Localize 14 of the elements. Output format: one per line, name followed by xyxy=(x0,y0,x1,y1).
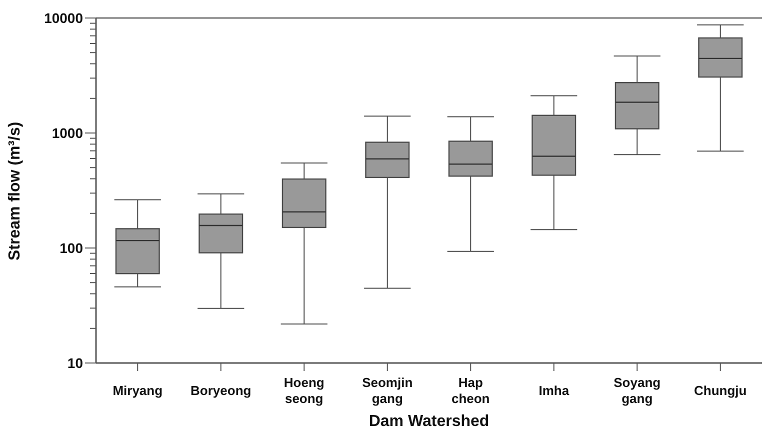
y-tick-label: 10000 xyxy=(44,10,84,26)
x-tick-label: Boryeong xyxy=(190,383,252,398)
x-tick-label: Hap cheon xyxy=(451,375,490,406)
y-tick-label: 100 xyxy=(60,240,84,256)
y-axis-title: Stream flow (m³/s) xyxy=(6,122,24,260)
y-tick-label: 10 xyxy=(67,354,84,371)
x-tick-label: Chungju xyxy=(694,383,747,398)
y-tick-label: 1000 xyxy=(52,124,84,141)
x-tick-label: Hoeng seong xyxy=(284,375,324,406)
x-tick-label: Seomjin gang xyxy=(362,375,413,406)
x-tick-label: Miryang xyxy=(112,383,163,398)
x-axis-title: Dam Watershed xyxy=(368,413,490,430)
x-tick-label: Imha xyxy=(538,383,570,398)
x-tick-label: Soyang gang xyxy=(614,375,661,406)
